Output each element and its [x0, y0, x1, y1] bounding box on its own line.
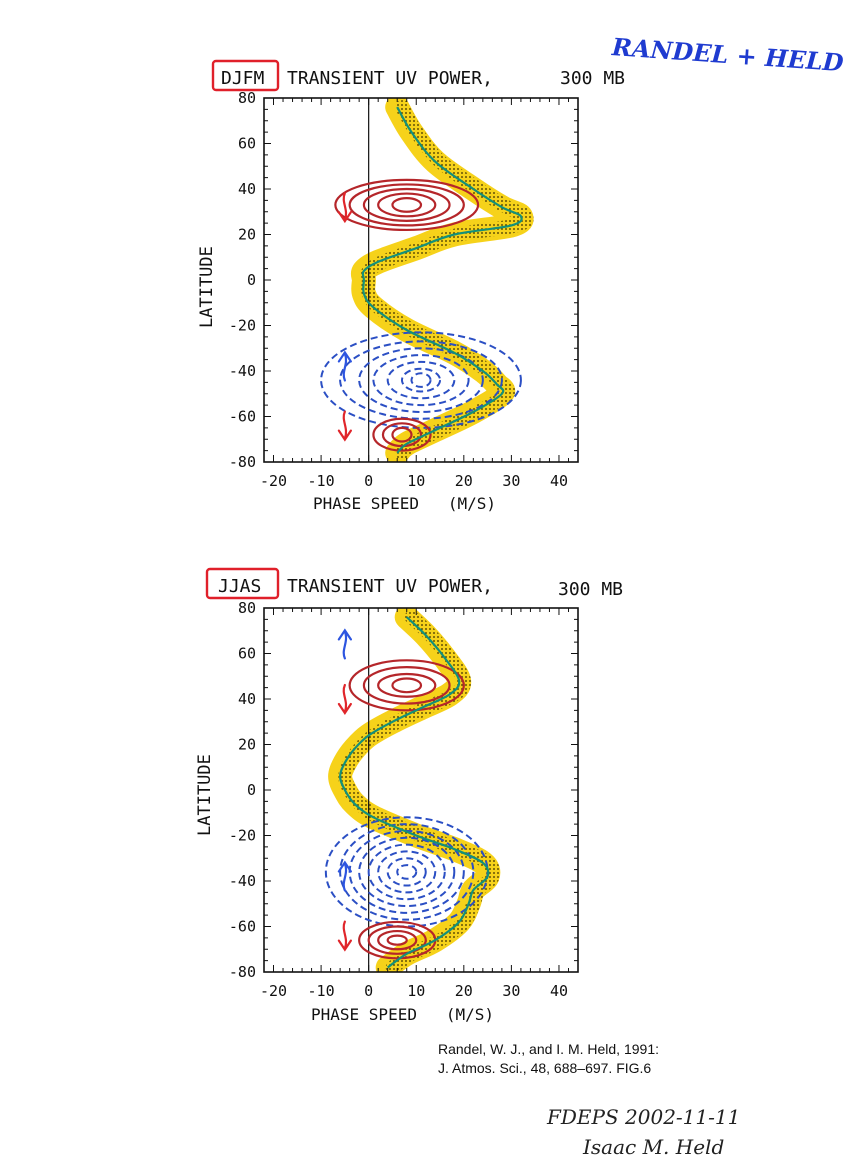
- arrow-down-red-icon: [337, 920, 352, 952]
- arrow-down-red-icon: [337, 410, 352, 442]
- eastward-flux-contour: [386, 857, 427, 887]
- zonal-wind-line: [361, 106, 523, 454]
- y-tick-label: 60: [238, 645, 256, 663]
- x-axis-label: PHASE SPEED (M/S): [311, 1005, 494, 1024]
- x-tick-label: 40: [550, 472, 568, 490]
- plot-area: -20 -10 0 10 20 30 40 80 60 40 20 0 -20 -40 -60 -80: [229, 599, 579, 1000]
- djfm-panel: DJFM TRANSIENT UV POWER, 300 MB -20 -10 0 1…: [197, 59, 625, 513]
- arrow-up-blue-icon: [337, 628, 352, 660]
- season-label: JJAS: [218, 576, 261, 597]
- arrow-down-red-icon: [337, 683, 352, 715]
- westward-flux-contour: [391, 677, 423, 694]
- westward-flux-contour: [377, 672, 437, 698]
- y-tick-label: -40: [229, 872, 256, 890]
- signature-line-1: FDEPS 2002-11-11: [546, 1105, 740, 1129]
- x-tick-label: 0: [364, 472, 373, 490]
- signature-line-2: Isaac M. Held: [582, 1135, 724, 1159]
- zonal-wind-line: [338, 616, 490, 969]
- jet-stipple: [360, 100, 534, 460]
- eastward-flux-contour: [339, 823, 475, 921]
- y-tick-label: -40: [229, 362, 256, 380]
- authors-note: RANDEL + HELD: [610, 32, 845, 77]
- x-tick-label: -10: [308, 472, 335, 490]
- y-tick-label: -80: [229, 963, 256, 981]
- westward-flux-contour: [391, 426, 413, 443]
- westward-flux-contour: [386, 934, 408, 946]
- plot-area: -20 -10 0 10 20 30 40 80 60 40 20 0 -20 -40 -60 -80: [229, 89, 579, 490]
- x-tick-label: 40: [550, 982, 568, 1000]
- jet-stipple: [338, 610, 501, 972]
- y-tick-label: 0: [247, 781, 256, 799]
- y-axis-label: LATITUDE: [195, 754, 215, 836]
- eastward-flux-contour: [320, 331, 522, 429]
- y-tick-label: -20: [229, 317, 256, 335]
- westward-flux-contour: [377, 192, 437, 218]
- x-tick-label: 30: [502, 472, 520, 490]
- y-axis-label: LATITUDE: [197, 246, 217, 328]
- westward-flux-contour: [348, 659, 465, 712]
- pressure-level: 300 MB: [558, 579, 623, 600]
- westward-flux-contour: [367, 925, 427, 955]
- x-tick-label: 10: [407, 472, 425, 490]
- y-tick-label: -80: [229, 453, 256, 471]
- plot-content: [324, 608, 501, 972]
- x-tick-label: 0: [364, 982, 373, 1000]
- plot-content: [320, 98, 534, 462]
- arrow-up-blue-icon: [337, 860, 352, 892]
- x-tick-label: -10: [308, 982, 335, 1000]
- y-tick-label: 20: [238, 736, 256, 754]
- y-tick-label: -60: [229, 408, 256, 426]
- y-tick-label: -20: [229, 827, 256, 845]
- westward-flux-contour: [348, 183, 465, 227]
- eastward-flux-contour: [367, 843, 446, 901]
- y-tick-label: -60: [229, 918, 256, 936]
- y-tick-label: 80: [238, 599, 256, 617]
- eastward-flux-contour: [396, 864, 418, 880]
- jjas-panel: JJAS TRANSIENT UV POWER, 300 MB -20 -10 0 1…: [195, 567, 623, 1024]
- citation: Randel, W. J., and I. M. Held, 1991: J. …: [438, 1040, 659, 1078]
- eastward-flux-contour: [410, 372, 432, 388]
- season-box: [211, 59, 280, 92]
- chart-title: TRANSIENT UV POWER,: [287, 576, 493, 597]
- y-tick-label: 80: [238, 89, 256, 107]
- season-label: DJFM: [221, 68, 265, 89]
- x-tick-label: -20: [260, 982, 287, 1000]
- westward-flux-contour: [334, 178, 480, 232]
- y-tick-label: 40: [238, 180, 256, 198]
- x-tick-label: 30: [502, 982, 520, 1000]
- westward-flux-contour: [377, 929, 418, 951]
- y-tick-label: 20: [238, 226, 256, 244]
- x-axis-label: PHASE SPEED (M/S): [313, 494, 496, 513]
- y-tick-label: 0: [247, 271, 256, 289]
- eastward-flux-contour: [358, 347, 484, 413]
- x-tick-label: 20: [455, 472, 473, 490]
- x-tick-label: 10: [407, 982, 425, 1000]
- eastward-flux-contour: [400, 367, 442, 393]
- y-tick-label: 60: [238, 135, 256, 153]
- westward-flux-contour: [372, 417, 432, 452]
- westward-flux-contour: [362, 666, 451, 705]
- eastward-flux-contour: [386, 360, 456, 400]
- x-tick-label: -20: [260, 472, 287, 490]
- eastward-flux-contour: [372, 354, 470, 407]
- citation-line-1: Randel, W. J., and I. M. Held, 1991:: [438, 1041, 659, 1057]
- season-box: [205, 567, 280, 600]
- chart-title: TRANSIENT UV POWER,: [287, 68, 493, 89]
- y-tick-label: 40: [238, 690, 256, 708]
- eastward-flux-contour: [358, 836, 456, 908]
- x-tick-label: 20: [455, 982, 473, 1000]
- westward-flux-contour: [391, 197, 423, 213]
- westward-flux-contour: [362, 187, 451, 222]
- eastward-flux-contour: [339, 340, 503, 420]
- pressure-level: 300 MB: [560, 68, 625, 89]
- eastward-flux-contour: [377, 850, 437, 894]
- arrow-down-red-icon: [337, 192, 352, 224]
- plot-frame: [263, 607, 579, 973]
- citation-line-2: J. Atmos. Sci., 48, 688–697. FIG.6: [438, 1060, 652, 1076]
- arrow-up-blue-icon: [337, 350, 352, 382]
